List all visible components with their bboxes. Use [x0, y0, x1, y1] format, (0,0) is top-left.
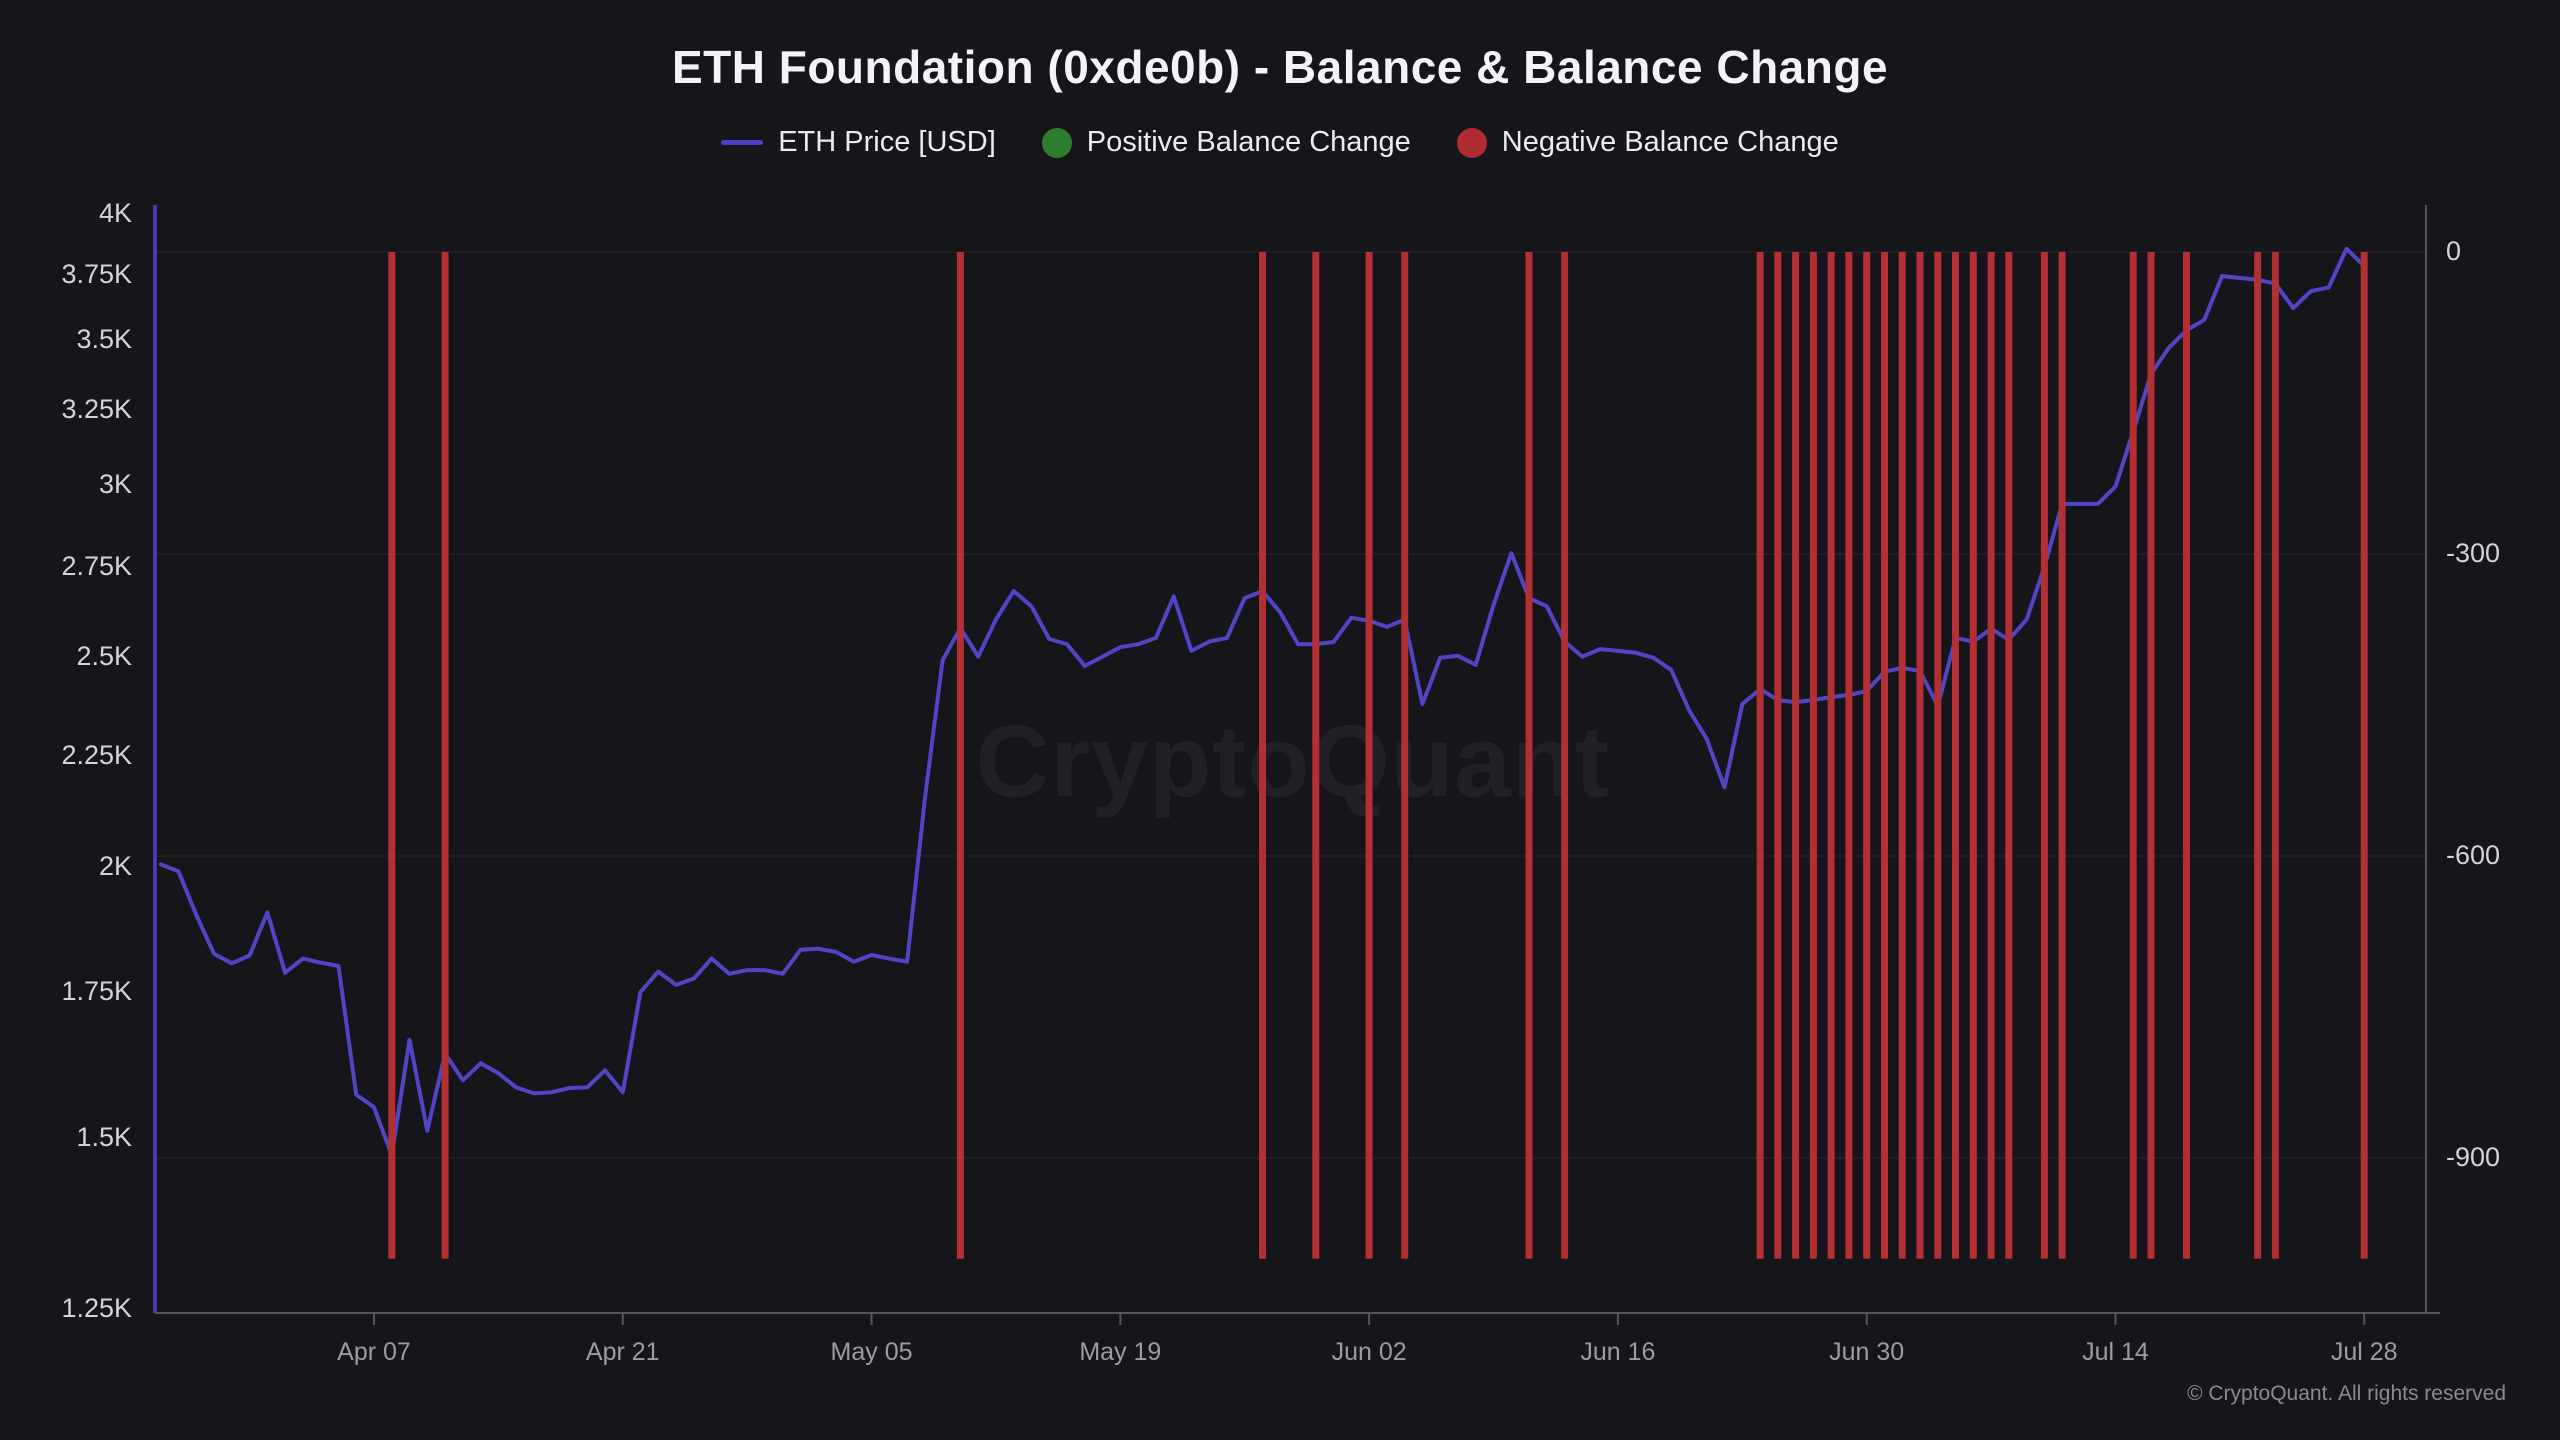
right-axis-tick: -900 — [2446, 1142, 2501, 1172]
negative-balance-bar — [2147, 252, 2155, 1259]
x-axis-tick: Jul 14 — [2082, 1338, 2149, 1366]
negative-balance-bar — [2040, 252, 2048, 1259]
negative-balance-bar — [1934, 252, 1942, 1259]
x-axis-tick: Jun 16 — [1580, 1338, 1656, 1366]
left-axis-tick: 3.75K — [61, 258, 132, 289]
legend-label: Negative Balance Change — [1501, 126, 1839, 158]
left-axis-tick: 4K — [98, 198, 132, 228]
negative-balance-bar — [956, 252, 964, 1259]
negative-balance-bar — [2005, 252, 2013, 1259]
negative-balance-bar — [1401, 252, 1409, 1259]
negative-balance-bar — [1987, 252, 1995, 1259]
negative-balance-bar — [441, 252, 449, 1259]
x-axis-tick: May 05 — [830, 1338, 913, 1366]
left-axis-tick: 2K — [98, 850, 132, 881]
negative-balance-bar — [388, 252, 396, 1259]
negative-balance-bar — [2360, 252, 2368, 1259]
chart-legend: ETH Price [USD] Positive Balance Change Ne… — [0, 126, 2560, 159]
eth-price-line-swatch — [721, 140, 764, 145]
legend-item-negative-balance-change[interactable]: Negative Balance Change — [1456, 126, 1839, 159]
left-axis-tick: 2.5K — [76, 640, 132, 671]
left-axis-tick: 3.25K — [61, 393, 132, 424]
negative-balance-bar — [1365, 252, 1373, 1259]
negative-balance-bar — [1845, 252, 1853, 1259]
negative-balance-bar — [1756, 252, 1764, 1259]
legend-label: Positive Balance Change — [1086, 126, 1411, 158]
negative-balance-bar — [2254, 252, 2262, 1259]
negative-balance-bar — [1792, 252, 1800, 1259]
negative-balance-bar — [1525, 252, 1533, 1259]
negative-balance-bar — [2058, 252, 2066, 1259]
left-axis-tick: 3.5K — [76, 323, 132, 354]
x-axis-tick: Jun 02 — [1331, 1338, 1407, 1366]
x-axis-tick: Jul 28 — [2330, 1338, 2398, 1366]
negative-balance-bar — [2271, 252, 2279, 1259]
right-axis-tick: -600 — [2446, 840, 2501, 870]
positive-balance-change-dot-icon — [1041, 127, 1072, 158]
x-axis-tick: Apr 07 — [337, 1338, 411, 1366]
negative-balance-bar — [1827, 252, 1835, 1259]
negative-balance-bar — [1952, 252, 1959, 1259]
legend-label: ETH Price [USD] — [778, 126, 996, 158]
left-axis-tick: 2.75K — [61, 550, 132, 581]
chart-title: ETH Foundation (0xde0b) - Balance & Bala… — [671, 41, 1889, 93]
negative-balance-bar — [1881, 252, 1888, 1259]
left-axis-tick: 1.25K — [61, 1293, 132, 1324]
negative-balance-bar — [1809, 252, 1817, 1259]
negative-balance-bar — [1561, 252, 1569, 1259]
negative-balance-bar — [2129, 252, 2137, 1259]
left-axis-tick: 3K — [98, 468, 132, 499]
negative-balance-bar — [2183, 252, 2190, 1259]
negative-balance-bar — [1863, 252, 1871, 1259]
legend-item-eth-price[interactable]: ETH Price [USD] — [721, 126, 996, 159]
x-axis-tick: Jun 30 — [1829, 1338, 1905, 1366]
left-axis-tick: 1.75K — [61, 976, 132, 1007]
negative-balance-bar — [1774, 252, 1782, 1259]
legend-item-positive-balance-change[interactable]: Positive Balance Change — [1041, 126, 1411, 159]
right-axis-tick: 0 — [2446, 236, 2462, 266]
negative-balance-bar — [1898, 252, 1906, 1259]
x-axis-tick: May 19 — [1079, 1338, 1162, 1366]
copyright-notice: © CryptoQuant. All rights reserved — [2187, 1382, 2506, 1405]
right-axis-tick: -300 — [2446, 538, 2501, 568]
x-axis-tick: Apr 21 — [585, 1338, 660, 1366]
negative-balance-bar — [1259, 252, 1266, 1259]
negative-balance-bar — [1969, 252, 1977, 1259]
negative-balance-change-dot-icon — [1456, 127, 1487, 158]
left-axis-tick: 2.25K — [61, 739, 132, 770]
left-axis-tick: 1.5K — [76, 1121, 132, 1152]
negative-balance-bar — [1312, 252, 1320, 1259]
negative-balance-bar — [1916, 252, 1924, 1259]
